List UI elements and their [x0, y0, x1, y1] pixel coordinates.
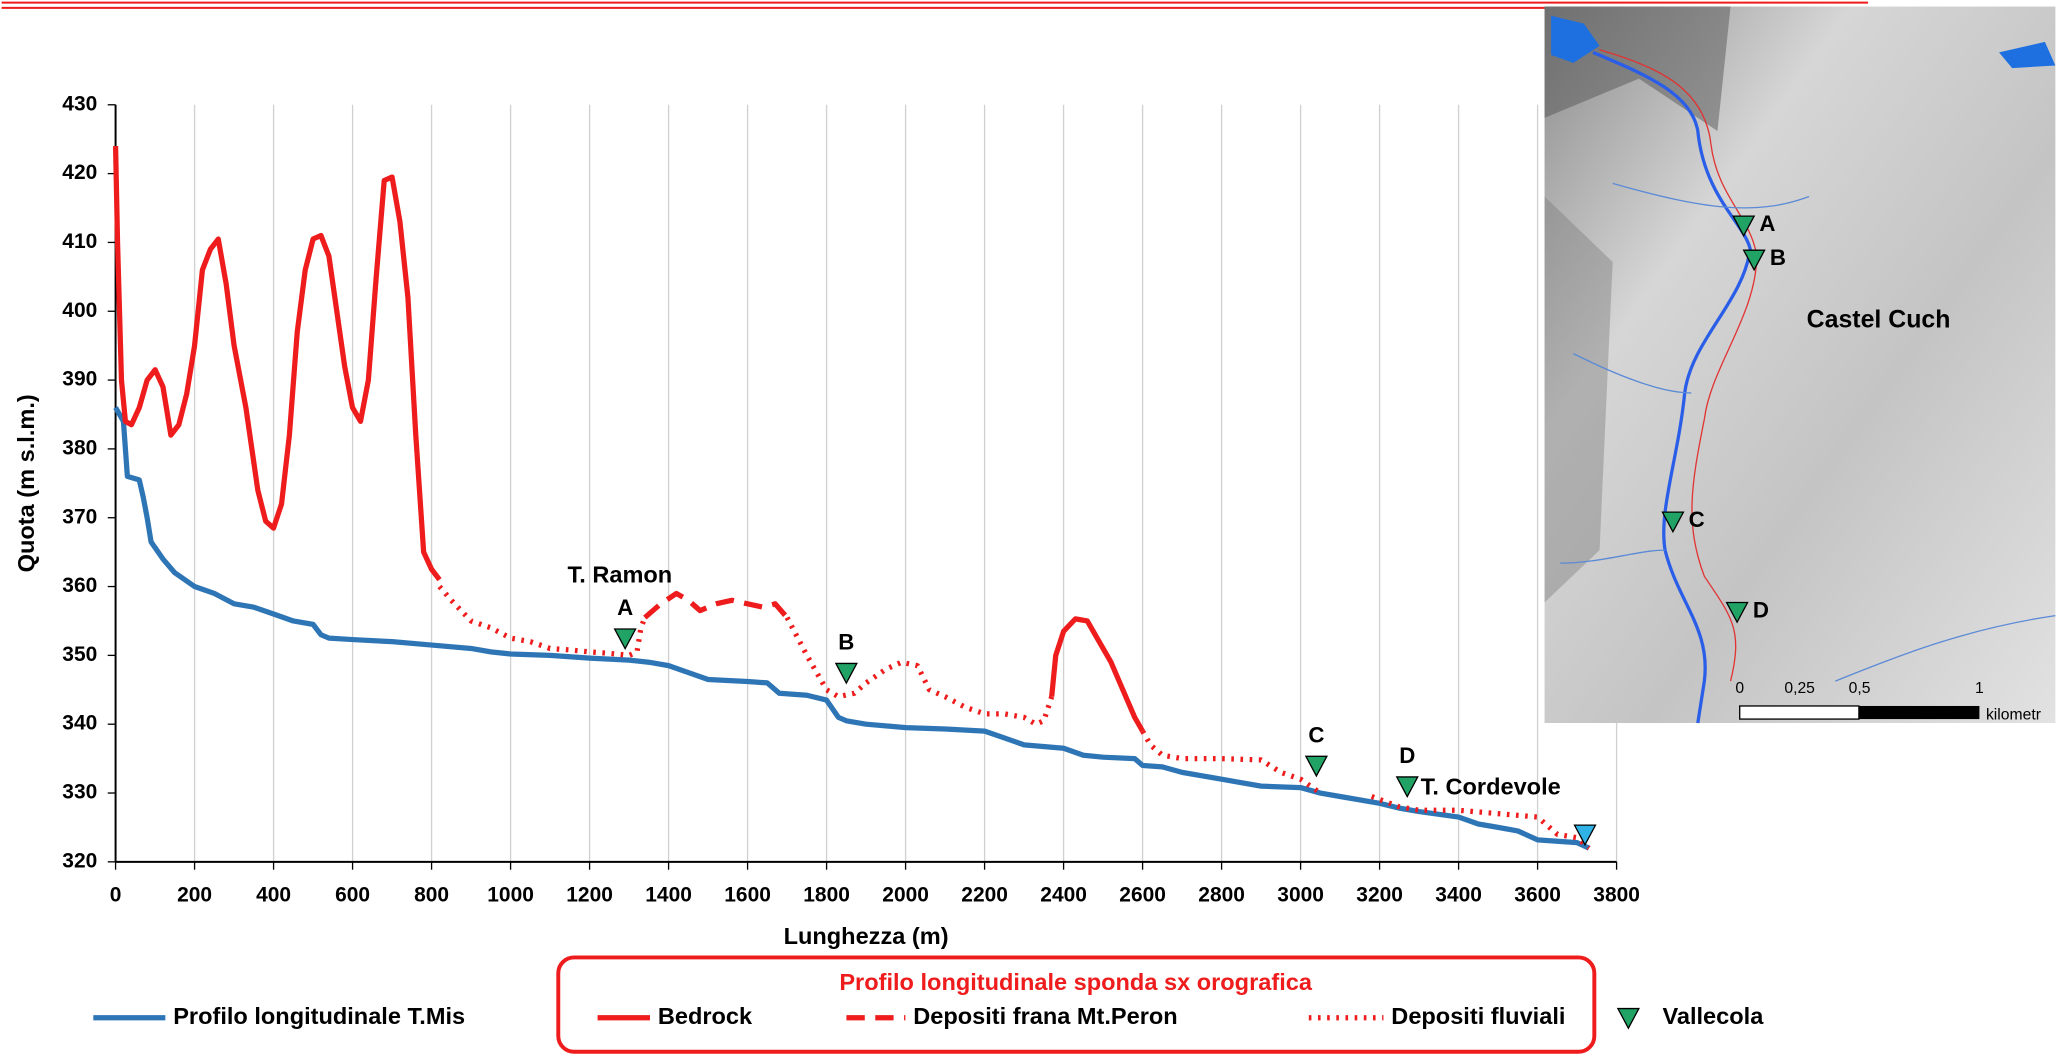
x-tick-label: 800: [414, 883, 449, 906]
y-tick-label: 340: [62, 712, 97, 735]
annotation: T. Cordevole: [1421, 774, 1561, 800]
y-tick-label: 430: [62, 92, 97, 115]
marker-label: D: [1399, 743, 1415, 768]
map-scale-label: 1: [1975, 680, 1984, 697]
x-tick-label: 3000: [1277, 883, 1324, 906]
x-tick-label: 600: [335, 883, 370, 906]
marker: [836, 663, 857, 683]
map-marker-label: D: [1753, 598, 1769, 623]
x-tick-label: 3400: [1435, 883, 1482, 906]
map-place-label: Castel Cuch: [1807, 305, 1951, 333]
y-tick-label: 380: [62, 436, 97, 459]
map-scale-unit: kilometr: [1986, 706, 2041, 723]
legend-label: Bedrock: [658, 1003, 753, 1029]
x-tick-label: 1200: [566, 883, 613, 906]
x-tick-label: 3800: [1593, 883, 1640, 906]
marker-label: A: [617, 595, 633, 620]
x-tick-label: 2400: [1040, 883, 1087, 906]
map-scale-label: 0,5: [1849, 680, 1871, 697]
x-tick-label: 1000: [487, 883, 534, 906]
chart: 0200400600800100012001400160018002000220…: [0, 0, 2057, 1057]
x-tick-label: 2800: [1198, 883, 1245, 906]
x-tick-label: 2600: [1119, 883, 1166, 906]
marker-label: C: [1308, 723, 1324, 748]
legend-marker: [1618, 1009, 1639, 1029]
plot: 0 200 400 600 800 1000 1200 1400 1600 1800 2000 220…: [13, 92, 1640, 949]
legend-label: Depositi fluviali: [1391, 1003, 1565, 1029]
x-tick-label: 0: [110, 883, 122, 906]
map-scale-bar: [1740, 706, 1859, 719]
map-marker-label: C: [1689, 507, 1705, 532]
map-relief: [1545, 7, 2056, 723]
y-axis-title: Quota (m s.l.m.): [13, 394, 39, 572]
map-marker-label: B: [1770, 245, 1786, 270]
y-tick-label: 410: [62, 230, 97, 253]
series-line: [116, 408, 1589, 848]
marker: [615, 629, 636, 649]
x-tick-label: 1400: [645, 883, 692, 906]
map-scale-bar: [1859, 706, 1980, 719]
map-scale-label: 0,25: [1784, 680, 1815, 697]
page: {"chart_data": {"type": "line", "xlabel"…: [0, 0, 2057, 1057]
legend-label: Vallecola: [1662, 1003, 1764, 1029]
y-tick-label: 330: [62, 781, 97, 804]
legend-label: Depositi frana Mt.Peron: [913, 1003, 1177, 1029]
marker-label: B: [838, 630, 854, 655]
y-tick-label: 350: [62, 643, 97, 666]
y-tick-label: 360: [62, 574, 97, 597]
y-tick-label: 420: [62, 161, 97, 184]
y-tick-label: 400: [62, 299, 97, 322]
legend-group-title: Profilo longitudinale sponda sx orografi…: [839, 969, 1313, 995]
y-tick-label: 390: [62, 368, 97, 391]
x-axis-title: Lunghezza (m): [784, 923, 949, 949]
x-tick-label: 3600: [1514, 883, 1561, 906]
x-tick-label: 200: [177, 883, 212, 906]
x-tick-label: 2000: [882, 883, 929, 906]
series-line: [645, 593, 787, 617]
legend-label: Profilo longitudinale T.Mis: [173, 1003, 465, 1029]
series-line: [439, 587, 1588, 849]
marker: [1306, 756, 1327, 776]
annotation: T. Ramon: [567, 562, 672, 588]
map-marker-label: A: [1759, 211, 1775, 236]
map-scale-label: 0: [1735, 680, 1744, 697]
y-tick-label: 320: [62, 849, 97, 872]
x-tick-label: 1800: [803, 883, 850, 906]
marker: [1397, 777, 1418, 797]
y-tick-label: 370: [62, 505, 97, 528]
x-tick-label: 400: [256, 883, 291, 906]
series-line: [116, 146, 1143, 731]
x-tick-label: 1600: [724, 883, 771, 906]
x-tick-label: 2200: [961, 883, 1008, 906]
x-tick-label: 3200: [1356, 883, 1403, 906]
